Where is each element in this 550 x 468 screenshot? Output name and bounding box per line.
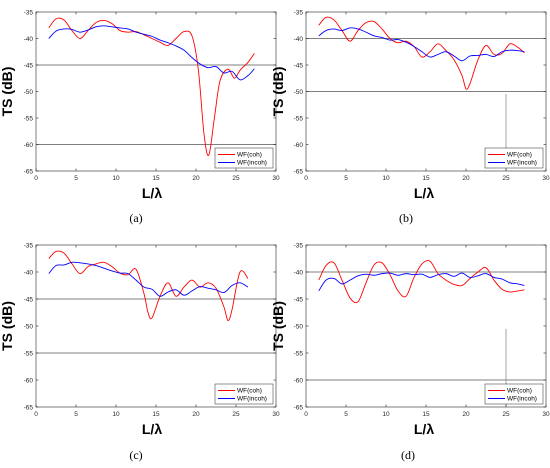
x-tick-label: 25 [232, 411, 240, 418]
legend-box [484, 383, 544, 405]
legend-label: WF(coh) [507, 152, 532, 159]
legend-label: WF(coh) [237, 152, 262, 159]
series-line-coh [48, 17, 255, 156]
panel-caption: (b) [399, 211, 413, 225]
y-tick-label: -35 [294, 9, 304, 16]
series-line-incoh [48, 261, 249, 297]
y-tick-label: -60 [294, 142, 304, 149]
panel-caption: (a) [129, 211, 142, 225]
x-tick-label: 30 [272, 175, 280, 182]
y-axis-title: TS (dB) [0, 301, 15, 351]
x-tick-label: 5 [74, 175, 78, 182]
y-tick-label: -40 [294, 269, 304, 276]
legend-box [214, 383, 274, 405]
y-tick-label: -45 [294, 296, 304, 303]
legend: WF(coh)WF(incoh) [214, 383, 274, 405]
y-tick-label: -40 [294, 36, 304, 43]
chart-panel: 0 5 10 15 20 25 30 -35 -40 -45 -50 -55 -60 -65 WF(coh)… [0, 9, 280, 225]
legend-label: WF(incoh) [237, 160, 267, 167]
x-tick-label: 10 [112, 175, 120, 182]
y-tick-label: -55 [294, 350, 304, 357]
y-tick-label: -40 [24, 269, 34, 276]
legend: WF(coh)WF(incoh) [484, 147, 544, 169]
y-tick-label: -50 [24, 89, 34, 96]
y-tick-label: -60 [24, 142, 34, 149]
y-tick-label: -50 [294, 89, 304, 96]
y-tick-label: -45 [294, 62, 304, 69]
chart-panel: 0 5 10 15 20 25 30 -35 -40 -45 -50 -55 -60 -65 WF(coh)… [270, 9, 550, 225]
x-tick-label: 30 [272, 411, 280, 418]
y-tick-label: -55 [294, 115, 304, 122]
plot-area [35, 11, 277, 172]
x-tick-label: 20 [192, 175, 200, 182]
x-tick-label: 30 [542, 175, 550, 182]
y-tick-label: -65 [24, 404, 34, 411]
x-tick-label: 15 [152, 175, 160, 182]
y-tick-label: -65 [294, 168, 304, 175]
legend-label: WF(coh) [237, 388, 262, 395]
x-tick-label: 20 [462, 175, 470, 182]
legend-label: WF(incoh) [507, 396, 537, 403]
series-line-coh [318, 16, 525, 90]
chart-panel: 0 5 10 15 20 25 30 -35 -40 -45 -50 -55 -60 -65 WF(coh)… [0, 242, 280, 462]
x-axis-title: L/λ [414, 421, 434, 437]
legend-label: WF(coh) [507, 388, 532, 395]
x-tick-label: 10 [382, 175, 390, 182]
y-tick-label: -35 [24, 9, 34, 16]
x-tick-label: 10 [112, 411, 120, 418]
x-axis-title: L/λ [142, 185, 162, 201]
x-tick-label: 0 [304, 411, 308, 418]
x-tick-label: 20 [462, 411, 470, 418]
legend-label: WF(incoh) [507, 160, 537, 167]
legend: WF(coh)WF(incoh) [484, 383, 544, 405]
x-tick-label: 15 [422, 175, 430, 182]
x-tick-label: 30 [542, 411, 550, 418]
legend-label: WF(incoh) [237, 396, 267, 403]
y-tick-label: -60 [24, 377, 34, 384]
legend-box [484, 147, 544, 169]
y-tick-label: -35 [294, 242, 304, 249]
y-tick-label: -50 [24, 323, 34, 330]
x-tick-label: 25 [502, 175, 510, 182]
chart-panel: 0 5 10 15 20 25 30 -35 -40 -45 -50 -55 -60 -65 WF(coh)… [270, 242, 550, 462]
x-tick-label: 15 [422, 411, 430, 418]
y-axis-title: TS (dB) [0, 67, 15, 117]
x-axis-title: L/λ [142, 421, 162, 437]
y-axis-title: TS (dB) [270, 67, 286, 117]
series-line-incoh [318, 272, 525, 292]
x-tick-label: 25 [232, 175, 240, 182]
x-tick-label: 10 [382, 411, 390, 418]
plot-area [305, 244, 547, 408]
x-tick-label: 25 [502, 411, 510, 418]
y-tick-label: -50 [294, 323, 304, 330]
panel-caption: (d) [401, 448, 415, 462]
x-tick-label: 0 [34, 175, 38, 182]
y-tick-label: -35 [24, 242, 34, 249]
x-tick-label: 0 [304, 175, 308, 182]
series-line-coh [48, 250, 249, 322]
y-tick-label: -65 [24, 168, 34, 175]
panel-caption: (c) [129, 448, 142, 462]
x-tick-label: 5 [74, 411, 78, 418]
y-tick-label: -55 [24, 350, 34, 357]
y-tick-label: -60 [294, 377, 304, 384]
legend: WF(coh)WF(incoh) [214, 147, 274, 169]
x-tick-label: 20 [192, 411, 200, 418]
y-axis-title: TS (dB) [270, 301, 286, 351]
series-line-incoh [48, 25, 255, 81]
plot-area [35, 244, 277, 408]
x-tick-label: 0 [34, 411, 38, 418]
y-tick-label: -45 [24, 296, 34, 303]
y-tick-label: -40 [24, 36, 34, 43]
y-tick-label: -45 [24, 62, 34, 69]
series-line-incoh [318, 27, 525, 62]
x-tick-label: 5 [344, 411, 348, 418]
legend-box [214, 147, 274, 169]
y-tick-label: -55 [24, 115, 34, 122]
x-tick-label: 15 [152, 411, 160, 418]
x-tick-label: 5 [344, 175, 348, 182]
y-tick-label: -65 [294, 404, 304, 411]
x-axis-title: L/λ [414, 185, 434, 201]
